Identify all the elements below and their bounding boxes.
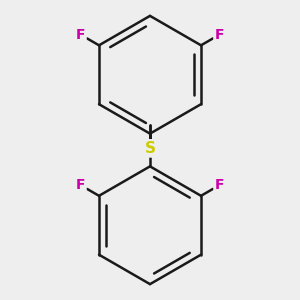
Text: F: F (214, 178, 224, 192)
Text: S: S (145, 141, 155, 156)
Text: F: F (76, 28, 86, 42)
Text: F: F (76, 178, 86, 192)
Text: F: F (214, 28, 224, 42)
